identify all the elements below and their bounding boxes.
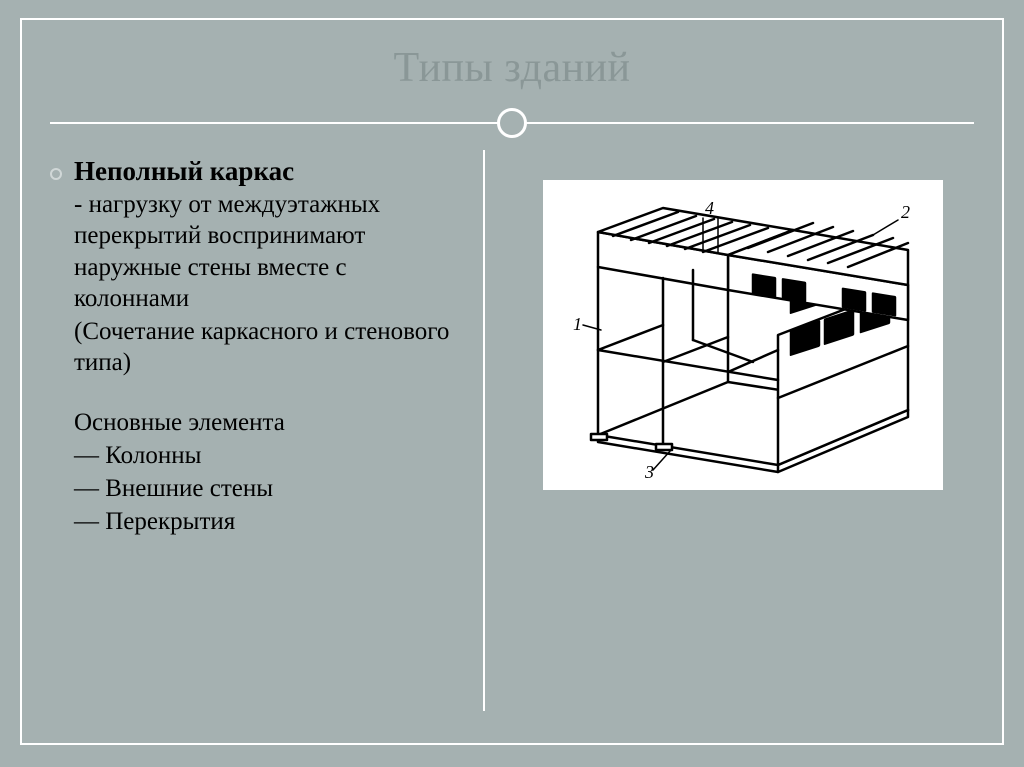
building-diagram-icon: 1 2 3 4 (553, 190, 933, 480)
bullet-item: Неполный каркас (50, 156, 465, 187)
left-column: Неполный каркас - нагрузку от междуэтажн… (50, 150, 483, 711)
label-3: 3 (644, 462, 654, 480)
label-2: 2 (901, 202, 910, 222)
list-item-2: — Внешние стены (74, 473, 465, 504)
divider-circle-icon (497, 108, 527, 138)
paragraph-1-sub: (Сочетание каркасного и стенового типа) (74, 316, 465, 379)
list-item-3: — Перекрытия (74, 506, 465, 537)
bullet-icon (50, 168, 62, 180)
paragraph-1: - нагрузку от междуэтажных перекрытий во… (74, 189, 465, 314)
list-item-1: — Колонны (74, 440, 465, 471)
paragraph-2-head: Основные элемента (74, 407, 465, 438)
slide-title: Типы зданий (50, 44, 974, 92)
slide-frame: Типы зданий Неполный каркас - нагрузку о… (20, 18, 1004, 745)
slide: Типы зданий Неполный каркас - нагрузку о… (0, 0, 1024, 767)
building-figure: 1 2 3 4 (543, 180, 943, 490)
content-columns: Неполный каркас - нагрузку от междуэтажн… (50, 150, 974, 711)
label-1: 1 (573, 314, 582, 334)
right-column: 1 2 3 4 (485, 150, 974, 711)
title-divider (50, 106, 974, 140)
heading-text: Неполный каркас (74, 156, 294, 187)
label-4: 4 (705, 198, 714, 218)
